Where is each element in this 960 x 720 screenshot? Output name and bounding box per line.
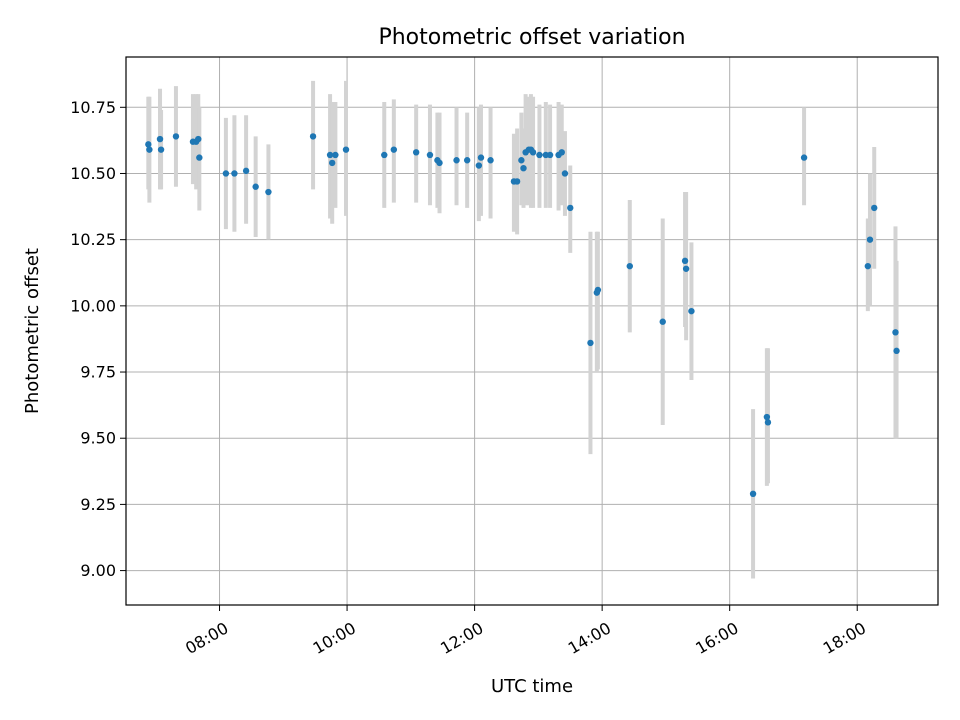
- data-point: [893, 347, 900, 355]
- data-point: [145, 141, 152, 148]
- data-point: [892, 329, 899, 336]
- y-axis-ticks: 9.00 9.25 9.50 9.75 10.00 10.25 10.50 10.75: [70, 98, 126, 580]
- data-point: [477, 154, 485, 161]
- y-axis-label: Photometric offset: [22, 248, 43, 414]
- data-point: [222, 170, 230, 177]
- data-point: [546, 151, 554, 159]
- y-tick-label: 10.50: [70, 164, 116, 183]
- y-tick-label: 9.50: [80, 429, 116, 448]
- data-point: [871, 204, 878, 212]
- data-point: [594, 286, 602, 294]
- data-point: [146, 146, 153, 153]
- data-point: [529, 149, 537, 156]
- data-point: [659, 318, 666, 325]
- data-point: [475, 162, 483, 169]
- data-point: [763, 413, 771, 421]
- data-point: [381, 151, 388, 159]
- data-point: [332, 151, 339, 159]
- data-point: [463, 157, 471, 164]
- data-point: [265, 188, 272, 196]
- data-points: [145, 133, 900, 498]
- y-tick-label: 10.25: [70, 230, 116, 249]
- data-point: [195, 135, 202, 143]
- y-tick-label: 9.75: [80, 363, 116, 382]
- data-point: [342, 146, 350, 153]
- data-point: [412, 149, 420, 156]
- data-point: [196, 154, 203, 161]
- data-point: [626, 262, 633, 270]
- data-point: [682, 265, 690, 272]
- data-point: [157, 146, 165, 153]
- data-point: [172, 133, 180, 140]
- data-point: [536, 151, 543, 159]
- data-point: [328, 159, 336, 167]
- data-point: [749, 490, 757, 498]
- data-point: [252, 183, 259, 190]
- data-point: [518, 157, 525, 164]
- data-point: [513, 178, 521, 185]
- data-point: [567, 204, 574, 212]
- data-point: [688, 307, 695, 315]
- data-point: [426, 151, 434, 159]
- data-point: [436, 159, 443, 167]
- data-point: [453, 157, 460, 164]
- data-point: [764, 419, 772, 426]
- data-point: [681, 257, 689, 265]
- data-point: [326, 151, 334, 159]
- data-point: [231, 170, 238, 177]
- data-point: [587, 339, 594, 347]
- data-point: [156, 135, 164, 143]
- data-point: [866, 236, 874, 243]
- data-point: [309, 133, 317, 140]
- data-point: [242, 167, 250, 175]
- data-point: [864, 262, 872, 270]
- plot-frame: [125, 56, 939, 606]
- x-axis-label: UTC time: [491, 676, 573, 697]
- data-point: [800, 154, 808, 161]
- y-tick-label: 9.25: [80, 495, 116, 514]
- data-point: [561, 170, 569, 177]
- y-tick-label: 10.00: [70, 296, 116, 315]
- data-point: [520, 164, 527, 172]
- y-tick-label: 9.00: [80, 561, 116, 580]
- chart-title: Photometric offset variation: [378, 25, 685, 50]
- data-point: [558, 149, 565, 156]
- data-point: [390, 146, 398, 153]
- data-point: [487, 157, 494, 164]
- y-tick-label: 10.75: [70, 98, 116, 117]
